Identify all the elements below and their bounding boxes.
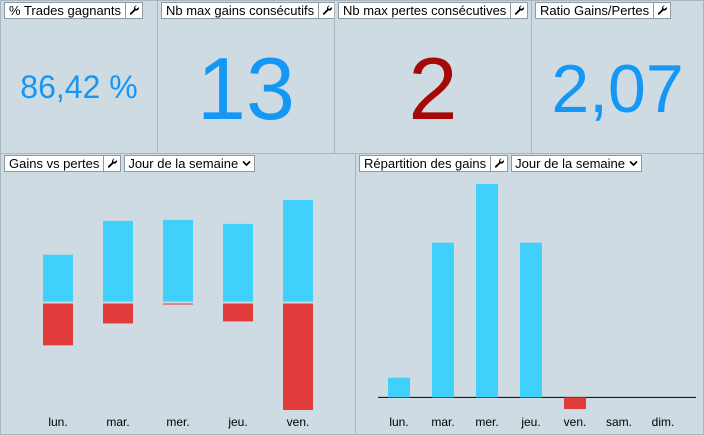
kpi-title: % Trades gagnants [4, 2, 127, 19]
loss-bar [163, 303, 193, 305]
x-tick-label: ven. [287, 415, 310, 429]
gain-bar [520, 242, 542, 398]
gain-bar [432, 242, 454, 398]
grouping-dropdown-value: Jour de la semaine [128, 156, 239, 171]
x-tick-label: ven. [564, 415, 587, 429]
x-tick-label: lun. [389, 415, 408, 429]
gains-vs-pertes-chart: lun. mar. mer. jeu. ven. [43, 199, 313, 429]
grouping-dropdown-value: Jour de la semaine [515, 156, 625, 171]
x-tick-label: mar. [106, 415, 129, 429]
grouping-dropdown[interactable]: Jour de la semaine [124, 155, 256, 172]
grouping-dropdown[interactable]: Jour de la semaine [511, 155, 642, 172]
x-tick-label: sam. [606, 415, 632, 429]
gain-bar [223, 223, 253, 302]
x-tick-label: lun. [48, 415, 67, 429]
loss-bar [103, 303, 133, 324]
x-tick-label: jeu. [520, 415, 540, 429]
loss-bar [283, 303, 313, 411]
repartition-gains-panel: lun. mar. mer. jeu. ven. sam. dim. Répartition… [355, 153, 704, 435]
x-tick-label: dim. [652, 415, 675, 429]
wrench-icon[interactable] [491, 155, 509, 172]
kpi-panel-trades-gagnants: % Trades gagnants 86,42 % [0, 0, 158, 154]
x-tick-label: mer. [475, 415, 498, 429]
loss-bar [564, 397, 586, 410]
x-tick-label: mar. [431, 415, 454, 429]
kpi-value-max-pertes: 2 [408, 39, 458, 138]
kpi-value-max-gains: 13 [197, 39, 295, 138]
kpi-title: Nb max gains consécutifs [161, 2, 320, 19]
gain-bar [163, 219, 193, 302]
chevron-down-icon [629, 160, 638, 167]
gain-bar [103, 220, 133, 302]
kpi-value-ratio: 2,07 [551, 51, 684, 127]
panel-title: Répartition des gains [359, 155, 492, 172]
wrench-icon[interactable] [654, 2, 672, 19]
gain-bar [388, 377, 410, 398]
loss-bar [223, 303, 253, 322]
panel-title: Gains vs pertes [4, 155, 105, 172]
gain-bar [43, 254, 73, 302]
wrench-icon[interactable] [104, 155, 122, 172]
gain-bar [476, 183, 498, 398]
kpi-panel-max-gains: Nb max gains consécutifs 13 [157, 0, 337, 154]
wrench-icon[interactable] [511, 2, 529, 19]
x-tick-label: mer. [166, 415, 189, 429]
kpi-title: Ratio Gains/Pertes [535, 2, 655, 19]
kpi-value-trades-gagnants: 86,42 % [20, 69, 138, 105]
repartition-gains-chart: lun. mar. mer. jeu. ven. sam. dim. [378, 183, 696, 429]
kpi-panel-max-pertes: Nb max pertes consécutives 2 [334, 0, 532, 154]
gain-bar [283, 199, 313, 302]
kpi-title: Nb max pertes consécutives [338, 2, 512, 19]
kpi-panel-ratio: Ratio Gains/Pertes 2,07 [531, 0, 704, 154]
gains-vs-pertes-panel: lun. mar. mer. jeu. ven. Gains vs pertes Jou… [0, 153, 356, 435]
loss-bar [43, 303, 73, 346]
wrench-icon[interactable] [126, 2, 144, 19]
x-tick-label: jeu. [227, 415, 247, 429]
chevron-down-icon [242, 160, 251, 167]
